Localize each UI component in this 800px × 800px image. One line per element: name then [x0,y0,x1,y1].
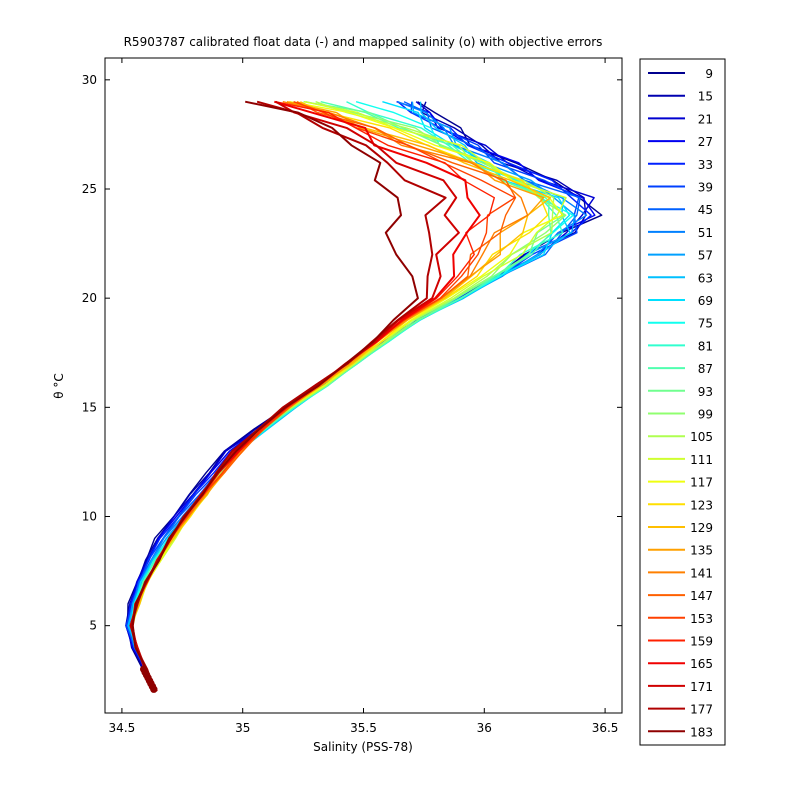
x-axis-label: Salinity (PSS-78) [313,740,413,754]
x-tick-label: 35.5 [350,721,377,735]
x-tick-label: 35 [235,721,250,735]
x-tick-label: 36 [477,721,492,735]
legend-label-147: 147 [690,589,713,603]
y-tick-label: 5 [89,619,97,633]
legend-label-9: 9 [705,67,713,81]
legend-label-171: 171 [690,680,713,694]
plot-area [105,58,622,713]
y-axis-label: θ °C [52,373,66,399]
legend-label-141: 141 [690,566,713,580]
mapped-salinity-marker [150,685,158,693]
y-axis-ticks: 5 10 15 20 25 30 [82,73,622,633]
legend-label-135: 135 [690,544,713,558]
legend-label-153: 153 [690,612,713,626]
legend-label-105: 105 [690,430,713,444]
legend-box [639,58,726,746]
legend-label-123: 123 [690,498,713,512]
y-tick-label: 30 [82,73,97,87]
legend: 9 15 21 27 33 39 45 51 57 63 69 75 81 87 93 99 105 111 117… [639,58,726,746]
legend-label-33: 33 [698,158,713,172]
legend-label-81: 81 [698,339,713,353]
legend-label-129: 129 [690,521,713,535]
legend-label-111: 111 [690,453,713,467]
legend-label-165: 165 [690,657,713,671]
legend-label-159: 159 [690,635,713,649]
legend-label-75: 75 [698,317,713,331]
legend-label-63: 63 [698,271,713,285]
legend-label-21: 21 [698,112,713,126]
deep-data-markers [140,665,158,693]
legend-label-57: 57 [698,249,713,263]
legend-label-93: 93 [698,385,713,399]
legend-label-177: 177 [690,703,713,717]
x-tick-label: 36.5 [592,721,619,735]
series-lines [125,100,603,692]
y-tick-label: 20 [82,291,97,305]
legend-entries: 9 15 21 27 33 39 45 51 57 63 69 75 81 87 93 99 105 111 117… [648,67,713,739]
legend-label-117: 117 [690,476,713,490]
legend-label-45: 45 [698,203,713,217]
legend-label-87: 87 [698,362,713,376]
legend-label-39: 39 [698,181,713,195]
y-tick-label: 10 [82,510,97,524]
chart-title: R5903787 calibrated float data (-) and m… [124,35,603,49]
x-tick-label: 34.5 [109,721,136,735]
y-tick-label: 25 [82,182,97,196]
legend-label-15: 15 [698,90,713,104]
series-line-183 [131,100,419,692]
y-tick-label: 15 [82,400,97,414]
x-axis-ticks: 34.5 35 35.5 36 36.5 [109,58,619,735]
legend-label-99: 99 [698,408,713,422]
legend-label-69: 69 [698,294,713,308]
legend-label-183: 183 [690,725,713,739]
legend-label-27: 27 [698,135,713,149]
legend-label-51: 51 [698,226,713,240]
